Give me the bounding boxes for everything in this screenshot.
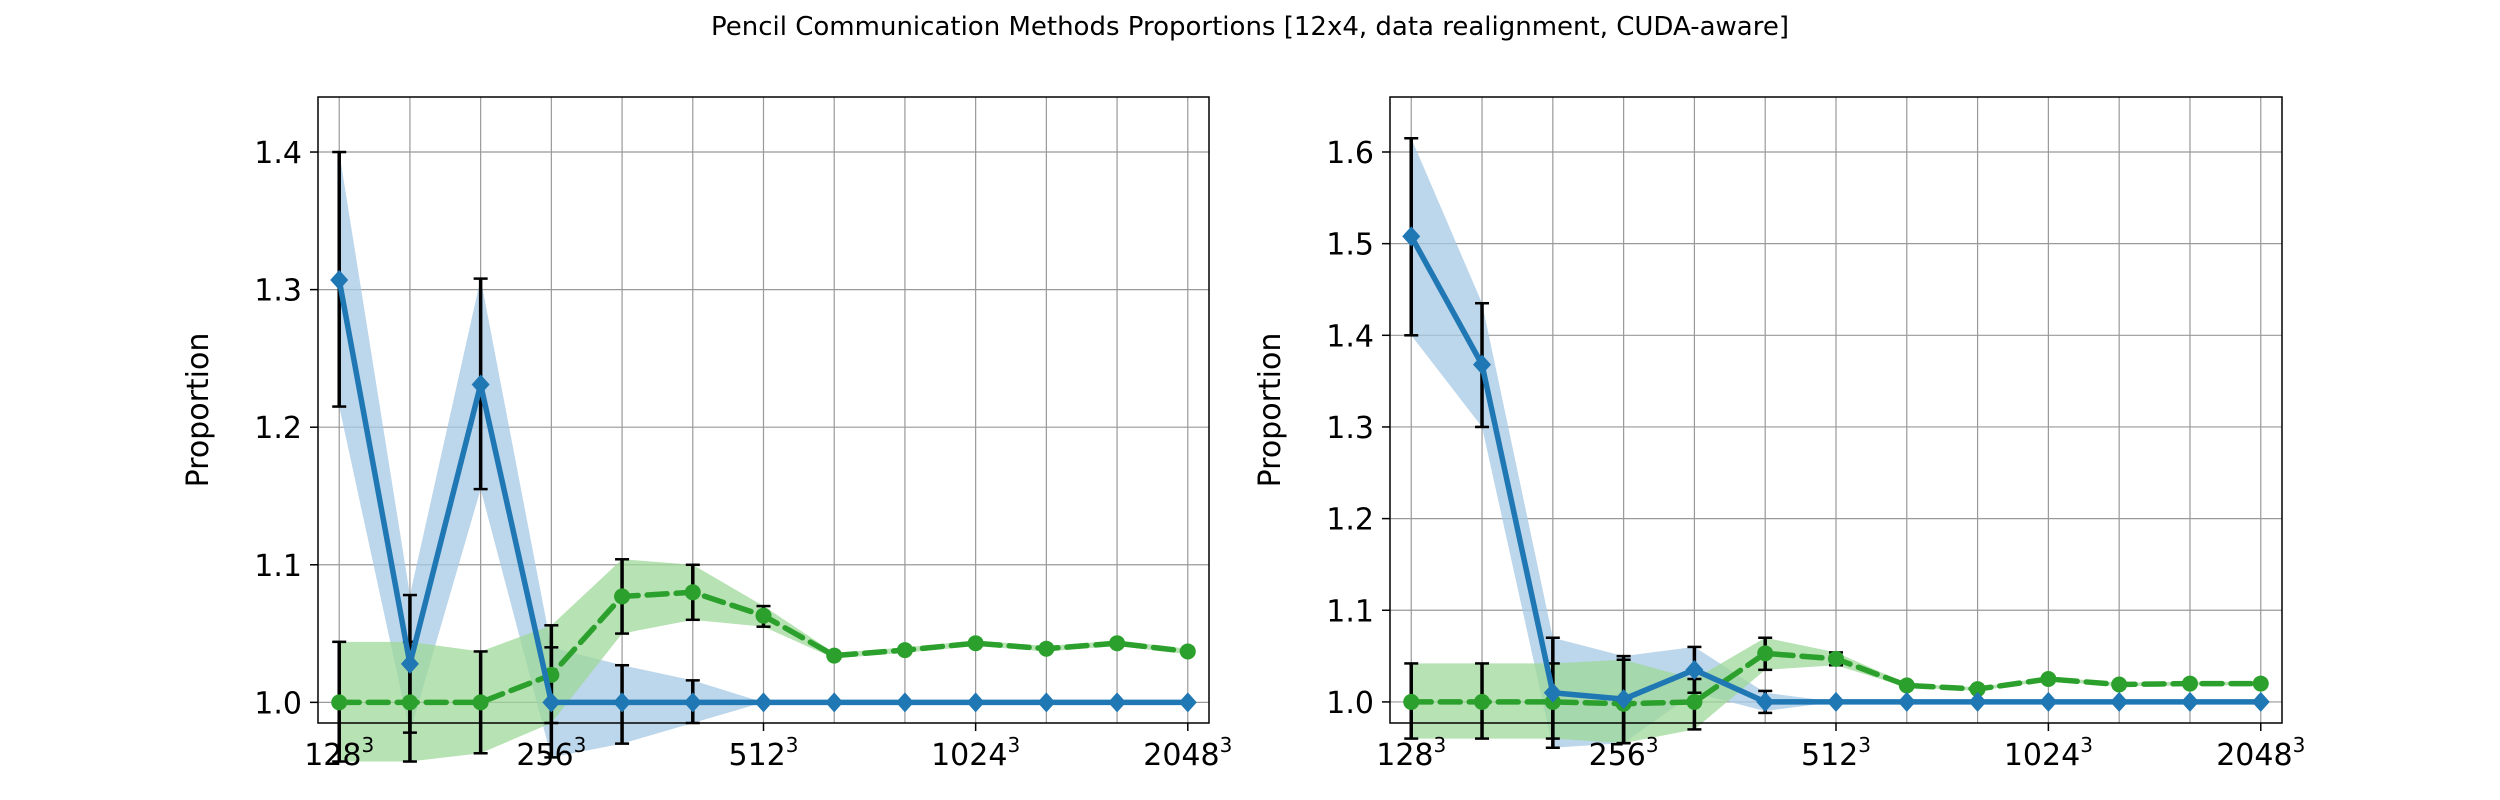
data-point-green: [401, 694, 418, 711]
x-tick-label: 2563: [516, 733, 586, 773]
x-tick-base: 1024: [931, 738, 1007, 773]
x-tick-base: 2048: [1143, 738, 1219, 773]
y-tick-label: 1.3: [1326, 411, 1374, 446]
data-point-blue: [1756, 691, 1775, 712]
data-point-blue: [683, 692, 702, 713]
data-point-blue: [2039, 691, 2058, 712]
data-point-green: [826, 647, 843, 664]
y-tick-label: 1.6: [1326, 136, 1374, 171]
x-tick-base: 2048: [2216, 738, 2292, 773]
data-point-green: [2111, 676, 2128, 693]
x-tick-label: 20483: [1143, 733, 1232, 773]
data-point-blue: [895, 692, 914, 713]
data-point-green: [896, 642, 913, 659]
x-tick-exponent: 3: [1220, 733, 1233, 757]
y-tick-label: 1.5: [1326, 228, 1374, 263]
data-point-green: [2181, 675, 2198, 692]
x-tick-label: 5123: [729, 733, 799, 773]
data-point-green: [1474, 693, 1491, 710]
data-point-blue: [330, 269, 349, 290]
x-tick-label: 2563: [1589, 733, 1659, 773]
data-point-green: [614, 588, 631, 605]
x-tick-exponent: 3: [2293, 733, 2306, 757]
data-point-green: [1757, 645, 1774, 662]
data-point-blue: [1827, 691, 1845, 712]
data-point-green: [1179, 643, 1196, 660]
y-tick-label: 1.3: [254, 274, 302, 309]
x-tick-label: 1283: [1376, 733, 1446, 773]
data-point-blue: [1037, 692, 1056, 713]
data-point-blue: [1968, 691, 1987, 712]
data-point-green: [755, 607, 772, 624]
y-tick-label: 1.1: [1326, 594, 1374, 629]
y-tick-label: 1.2: [1326, 503, 1374, 538]
x-tick-exponent: 3: [574, 733, 587, 757]
data-point-green: [472, 694, 489, 711]
x-tick-base: 512: [1801, 738, 1858, 773]
x-tick-base: 128: [304, 738, 361, 773]
x-tick-exponent: 3: [786, 733, 799, 757]
x-tick-exponent: 3: [1646, 733, 1659, 757]
y-tick-label: 1.4: [1326, 319, 1374, 354]
data-point-green: [967, 635, 984, 652]
data-point-blue: [400, 653, 419, 674]
data-point-blue: [1543, 682, 1562, 703]
y-tick-label: 1.2: [254, 411, 302, 446]
data-point-green: [1403, 693, 1420, 710]
data-point-green: [2252, 675, 2269, 692]
y-tick-label: 1.0: [254, 686, 302, 721]
x-tick-base: 512: [729, 738, 786, 773]
data-point-blue: [542, 692, 561, 713]
data-point-blue: [613, 692, 632, 713]
x-tick-label: 20483: [2216, 733, 2305, 773]
x-tick-exponent: 3: [1434, 733, 1447, 757]
x-tick-base: 1024: [2004, 738, 2080, 773]
data-point-green: [1109, 635, 1126, 652]
data-point-blue: [1685, 659, 1704, 680]
y-axis-label: Proportion: [181, 333, 216, 488]
y-axis-label: Proportion: [1253, 333, 1288, 488]
data-point-blue: [471, 374, 490, 395]
data-point-blue: [1897, 691, 1916, 712]
confidence-band-blue: [339, 152, 1188, 758]
x-tick-base: 256: [516, 738, 573, 773]
data-point-blue: [1402, 226, 1421, 247]
data-point-green: [1686, 693, 1703, 710]
data-point-blue: [1108, 692, 1127, 713]
data-point-blue: [1473, 354, 1492, 375]
data-point-green: [1898, 677, 1915, 694]
x-tick-label: 5123: [1801, 733, 1871, 773]
data-point-green: [2040, 671, 2057, 688]
data-point-green: [1969, 681, 1986, 698]
data-point-green: [1038, 640, 1055, 657]
data-point-blue: [966, 692, 985, 713]
figure-title: Pencil Communication Methods Proportions…: [711, 12, 1789, 42]
x-tick-exponent: 3: [1007, 733, 1020, 757]
data-point-green: [331, 694, 348, 711]
data-point-blue: [754, 692, 773, 713]
x-tick-exponent: 3: [1858, 733, 1871, 757]
data-point-blue: [2180, 691, 2199, 712]
y-tick-label: 1.0: [1326, 686, 1374, 721]
x-tick-label: 10243: [2004, 733, 2093, 773]
data-point-blue: [825, 692, 844, 713]
x-tick-base: 256: [1589, 738, 1646, 773]
data-point-blue: [2251, 691, 2270, 712]
x-tick-exponent: 3: [2080, 733, 2093, 757]
x-tick-base: 128: [1376, 738, 1433, 773]
x-tick-label: 1283: [304, 733, 374, 773]
data-point-blue: [1178, 692, 1197, 713]
y-tick-label: 1.1: [254, 549, 302, 584]
data-point-blue: [2110, 691, 2129, 712]
y-tick-label: 1.4: [254, 136, 302, 171]
data-point-green: [1828, 650, 1844, 667]
data-point-blue: [1614, 689, 1633, 710]
data-point-green: [684, 584, 701, 601]
x-tick-exponent: 3: [361, 733, 374, 757]
x-tick-label: 10243: [931, 733, 1020, 773]
